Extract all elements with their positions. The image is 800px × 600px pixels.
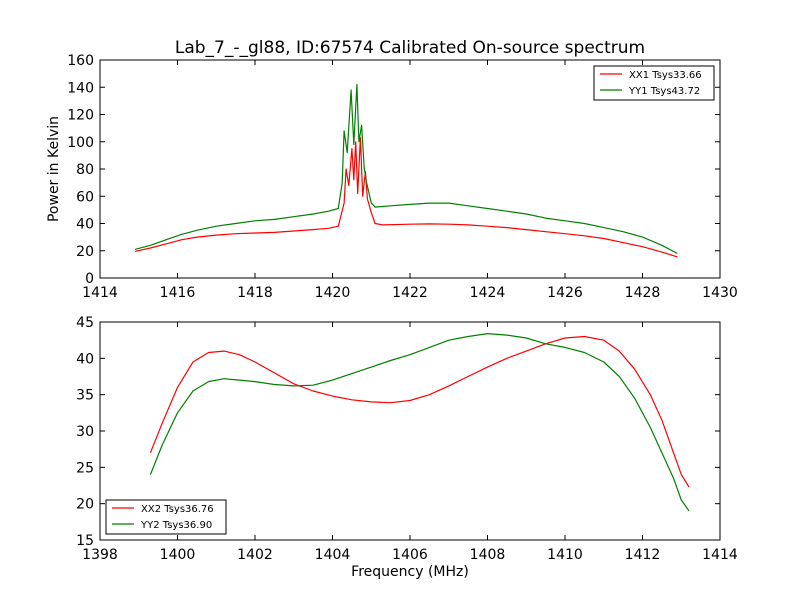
- x-tick-label: 1422: [392, 285, 428, 301]
- legend-label-yy2: YY2 Tsys36.90: [140, 520, 212, 531]
- legend-label-xx2: XX2 Tsys36.76: [141, 504, 214, 515]
- series-line-xx1: [134, 137, 678, 258]
- y-tick-label: 160: [67, 53, 94, 69]
- y-tick-label: 140: [67, 80, 94, 96]
- top-panel: 1414 1416 1418 1420 1422 1424 1426 1428 1430 0 20 4…: [46, 53, 738, 301]
- series-line-yy2: [149, 333, 690, 512]
- y-tick-label: 45: [76, 315, 94, 331]
- x-tick-label: 1410: [547, 547, 583, 563]
- series-line-yy1: [134, 83, 678, 255]
- y-tick-label: 35: [76, 388, 94, 404]
- x-tick-label: 1398: [82, 547, 118, 563]
- y-tick-label: 60: [76, 189, 94, 205]
- x-tick-label: 1412: [625, 547, 661, 563]
- x-tick-label: 1400: [160, 547, 196, 563]
- x-tick-label: 1414: [702, 547, 738, 563]
- x-tick-label: 1430: [702, 285, 738, 301]
- legend-label-xx1: XX1 Tsys33.66: [629, 70, 702, 81]
- top-legend-box: [593, 65, 715, 101]
- y-tick-label: 120: [67, 108, 94, 124]
- x-tick-label: 1406: [392, 547, 428, 563]
- series-line-xx2: [149, 335, 690, 488]
- y-tick-label: 40: [76, 217, 94, 233]
- x-tick-label: 1404: [315, 547, 351, 563]
- chart-title: Lab_7_-_gl88, ID:67574 Calibrated On-sou…: [175, 38, 645, 58]
- x-tick-label: 1428: [625, 285, 661, 301]
- y-tick-label: 30: [76, 424, 94, 440]
- x-tick-label: 1408: [470, 547, 506, 563]
- top-axis-ticks: 1414 1416 1418 1420 1422 1424 1426 1428 1430 0 20 4…: [67, 53, 738, 301]
- x-tick-label: 1416: [160, 285, 196, 301]
- top-y-axis-label: Power in Kelvin: [46, 116, 62, 222]
- y-tick-label: 100: [67, 135, 94, 151]
- x-tick-label: 1414: [82, 285, 118, 301]
- bottom-legend-box: [105, 499, 227, 535]
- y-tick-label: 20: [76, 497, 94, 513]
- x-tick-label: 1420: [315, 285, 351, 301]
- bottom-panel: 1398 1400 1402 1404 1406 1408 1410 1412 1414 15 20…: [76, 315, 738, 563]
- y-tick-label: 25: [76, 460, 94, 476]
- x-tick-label: 1424: [470, 285, 506, 301]
- y-tick-label: 15: [76, 533, 94, 549]
- bottom-series: [149, 333, 690, 512]
- x-tick-label: 1402: [237, 547, 273, 563]
- x-axis-label: Frequency (MHz): [351, 564, 469, 580]
- y-tick-label: 20: [76, 244, 94, 260]
- x-tick-label: 1426: [547, 285, 583, 301]
- bottom-legend: XX2 Tsys36.76 YY2 Tsys36.90: [105, 499, 227, 535]
- x-tick-label: 1418: [237, 285, 273, 301]
- bottom-axis-ticks: 1398 1400 1402 1404 1406 1408 1410 1412 1414 15 20…: [76, 315, 738, 563]
- legend-label-yy1: YY1 Tsys43.72: [628, 86, 700, 97]
- y-tick-label: 40: [76, 351, 94, 367]
- top-series: [134, 83, 678, 258]
- y-tick-label: 0: [85, 271, 94, 287]
- top-legend: XX1 Tsys33.66 YY1 Tsys43.72: [593, 65, 715, 101]
- y-tick-label: 80: [76, 162, 94, 178]
